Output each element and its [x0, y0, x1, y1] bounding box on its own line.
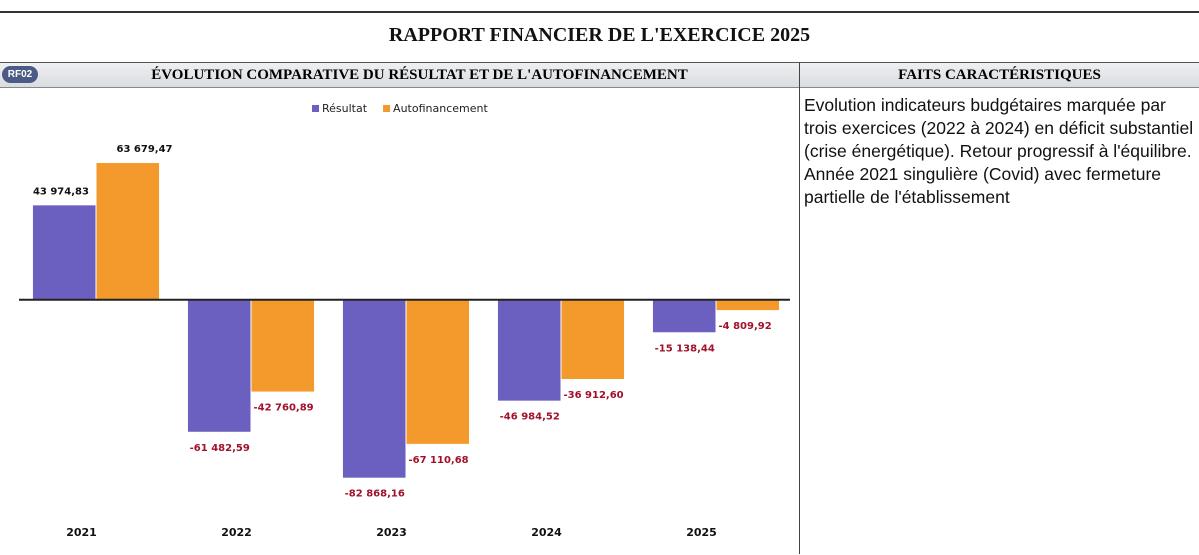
chart-header: ÉVOLUTION COMPARATIVE DU RÉSULTAT ET DE … [151, 67, 688, 83]
bar [96, 163, 160, 300]
bar [497, 299, 561, 401]
x-tick-label: 2024 [531, 526, 562, 539]
bar [716, 299, 780, 311]
rule [0, 11, 1199, 13]
x-tick-label: 2021 [66, 526, 97, 539]
data-label: -42 760,89 [254, 403, 314, 414]
facts-header: FAITS CARACTÉRISTIQUES [898, 67, 1101, 83]
divider [799, 62, 800, 554]
title: RAPPORT FINANCIER DE L'EXERCICE 2025 [388, 24, 811, 46]
bar [652, 299, 716, 333]
legend-swatch [383, 105, 391, 112]
bar [187, 299, 251, 432]
bar [32, 205, 96, 300]
bar [406, 299, 470, 444]
header-row [0, 63, 1199, 88]
legend-label: Autofinancement [393, 102, 488, 115]
bar [342, 299, 406, 478]
fact: Année 2021 singulière (Covid) avec ferme… [804, 164, 1161, 207]
data-label: -15 138,44 [655, 343, 715, 354]
frame [0, 62, 1199, 555]
x-tick-label: 2023 [376, 526, 407, 539]
x-tick-label: 2022 [221, 526, 252, 539]
badge: RF02 [2, 66, 38, 83]
chart: Résultat Autofinancement 43 974,83 -61 482,… [19, 102, 790, 539]
data-label: -67 110,68 [409, 455, 469, 466]
x-tick-label: 2025 [686, 526, 717, 539]
data-label: -4 809,92 [719, 321, 772, 332]
bar [561, 299, 625, 380]
data-label: -82 868,16 [345, 489, 405, 500]
data-label: 63 679,47 [117, 144, 173, 155]
legend-label: Résultat [322, 102, 368, 115]
data-label: -36 912,60 [564, 390, 624, 401]
data-label: -61 482,59 [190, 443, 250, 454]
bar [251, 299, 315, 392]
facts: Evolution indicateurs budgétaires marqué… [804, 94, 1194, 209]
data-label: 43 974,83 [33, 186, 89, 197]
legend-swatch [312, 105, 319, 112]
data-label: -46 984,52 [500, 412, 560, 423]
fact: Evolution indicateurs budgétaires marqué… [804, 95, 1194, 161]
